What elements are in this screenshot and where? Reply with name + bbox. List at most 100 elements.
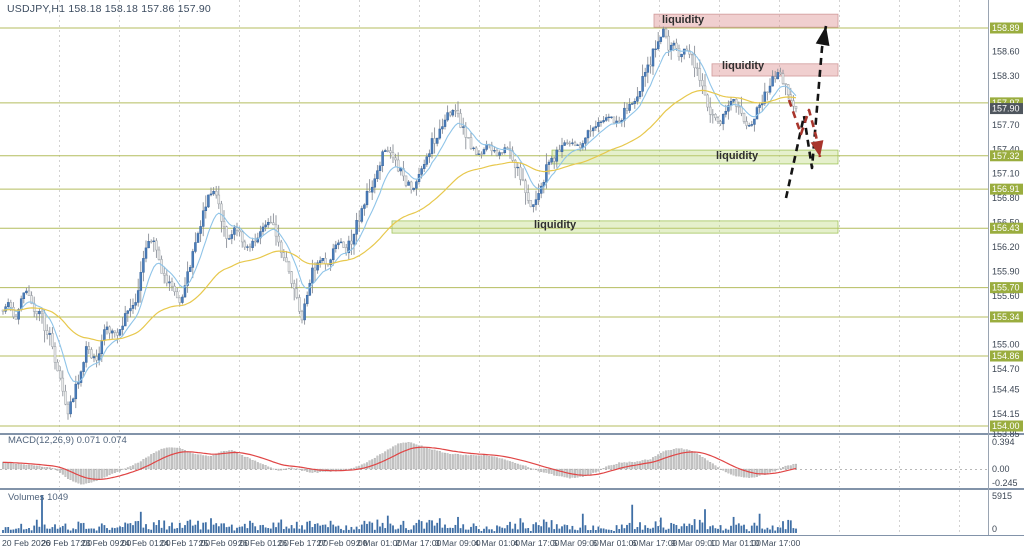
candle-bull [25,290,28,294]
volume-bar [410,529,413,533]
bullish-scenario-arrowhead[interactable] [815,26,830,46]
volume-bar [324,524,327,533]
candle-bull [48,333,52,335]
macd-bar [85,468,88,484]
candle-bear [521,179,525,182]
candle-bull [763,91,767,104]
volume-bar [334,526,337,533]
volume-bar [763,529,766,533]
macd-bar [592,468,595,473]
macd-bar [215,453,218,470]
macd-bar [181,449,184,470]
volume-bar [282,529,285,533]
volume-bar [566,525,569,533]
volume-bar [340,528,342,533]
macd-bar [152,453,155,470]
candle-bull [753,118,756,125]
macd-bar [189,451,192,470]
volume-bar [485,526,488,533]
bearish-scenario-arrowhead[interactable] [810,140,824,157]
candle-bull [516,166,520,169]
macd-bar [35,465,38,470]
liquidity-zone-label[interactable]: liquidity [534,219,577,231]
bearish-scenario-arrow[interactable] [787,99,822,158]
volume-bar [584,525,587,533]
volume-bar [373,529,376,533]
candle-bear [698,68,702,81]
time-axis-label: 3 Mar 09:00 [435,538,481,548]
price-level-badge [990,150,1023,162]
volume-bar [241,526,244,533]
volume-bar [735,524,738,533]
candle-bull [383,150,387,152]
candle-bear [568,142,572,145]
volume-bar [706,529,709,533]
macd-panel[interactable] [0,442,988,485]
macd-bar [178,448,181,470]
macd-bar [503,459,506,470]
macd-bar [236,452,238,470]
volume-bar [238,526,241,533]
volume-bar [420,521,423,533]
panel-separator [0,433,1024,435]
volume-bar [433,525,436,533]
macd-bar [410,442,413,470]
candle-bull [399,168,403,172]
volume-bar [186,520,189,533]
candle-bear [214,191,218,196]
macd-bar [69,468,72,480]
volume-bar [789,520,792,533]
macd-bar [425,447,428,470]
liquidity-zone-label[interactable]: liquidity [716,150,759,162]
volume-bar [561,526,563,533]
volume-bar [649,528,652,533]
candle-bull [134,302,137,306]
volume-bar [46,528,49,533]
macd-bar [280,468,283,471]
liquidity-zone-pink[interactable] [653,13,839,28]
volumes-indicator-label: Volumes 1049 [8,492,69,503]
volume-bar [150,529,153,533]
volume-bar [701,522,704,533]
volume-bar [113,528,116,533]
volume-bar [571,525,574,533]
volume-bar [121,527,124,533]
liquidity-zone-green[interactable] [391,220,839,234]
macd-bar [142,459,145,470]
macd-bar [756,468,758,477]
time-axis-label: 27 Feb 09:00 [317,538,368,548]
macd-bar [623,462,626,470]
macd-bar [176,447,179,470]
volume-bar [363,520,366,533]
main-price-panel[interactable] [0,13,988,427]
volume-axis-max-label: 5915 [992,491,1012,501]
volume-bar [43,524,46,533]
macd-axis-label: 0.00 [992,464,1010,474]
candle-bear [490,144,494,152]
volume-bar [285,526,288,533]
macd-bar [459,454,462,470]
volume-bar [509,521,511,533]
candle-bear [43,312,46,331]
volume-bar [280,519,283,533]
macd-bar [685,449,688,470]
volume-bar [685,526,688,533]
volume-bar [93,528,95,533]
candle-bull [256,237,260,243]
macd-bar [698,455,701,470]
volume-bar [680,526,683,533]
volume-bar [462,524,465,533]
volume-bar [251,522,254,533]
liquidity-zone-label[interactable]: liquidity [722,60,765,72]
volumes-panel[interactable] [2,495,797,533]
liquidity-zone-label[interactable]: liquidity [662,14,705,26]
macd-bar [659,452,662,470]
candle-bear [519,166,522,180]
candle-bull [264,224,267,228]
candle-bear [404,175,408,186]
candle-bull [430,138,434,154]
volume-bar [290,525,293,533]
time-axis-label: 23 Feb 09:00 [81,538,132,548]
volume-bar [303,529,306,533]
